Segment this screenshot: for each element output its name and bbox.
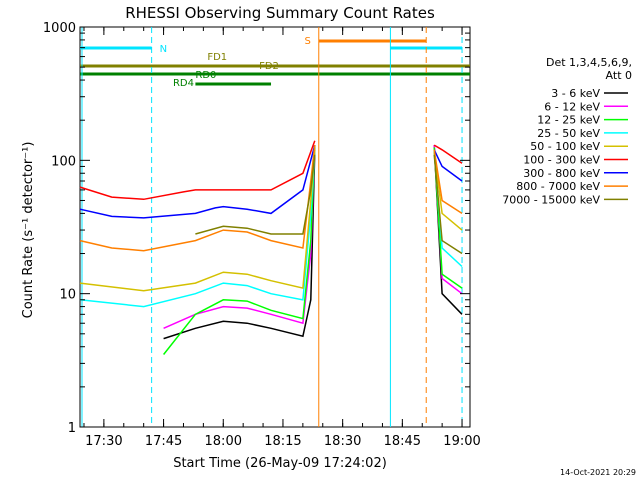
x-tick-label: 18:15 — [264, 434, 301, 449]
flag-label-rd0: RD0 — [195, 70, 216, 81]
series-line-6 — [433, 149, 463, 182]
series-line-8 — [433, 154, 463, 255]
flag-label-s: S — [304, 36, 310, 47]
y-axis: 1 10 100 1000 — [43, 21, 470, 436]
series-line-4 — [433, 152, 463, 231]
y-tick-label: 100 — [51, 154, 76, 169]
legend-entry-label: 50 - 100 keV — [530, 140, 600, 153]
vertical-markers — [81, 27, 463, 427]
series-line-5 — [79, 140, 316, 201]
flag-label-fd1: FD1 — [207, 52, 227, 63]
legend-entry-label: 300 - 800 keV — [523, 167, 600, 180]
legend-entry-label: 25 - 50 keV — [537, 127, 600, 140]
x-tick-label: 17:45 — [145, 434, 182, 449]
y-tick-label: 10 — [59, 288, 76, 303]
chart-title: RHESSI Observing Summary Count Rates — [125, 4, 435, 22]
y-tick-label: 1 — [68, 421, 76, 436]
flag-label-n: N — [160, 44, 167, 55]
legend-header-line-1: Det 1,3,4,5,6,9, — [546, 56, 632, 69]
legend-header-line-2: Att 0 — [606, 69, 632, 82]
x-axis-label: Start Time (26-May-09 17:24:02) — [173, 456, 387, 471]
legend-entry-label: 3 - 6 keV — [551, 87, 600, 100]
legend-entry-label: 100 - 300 keV — [523, 154, 600, 167]
x-axis: 17:30 17:45 18:00 18:15 18:30 18:45 19:00 — [83, 27, 481, 449]
x-tick-label: 18:00 — [205, 434, 242, 449]
x-tick-label: 19:00 — [443, 434, 480, 449]
series-line-3 — [79, 149, 316, 308]
legend-entry-label: 800 - 7000 keV — [516, 180, 600, 193]
legend-entry-label: 7000 - 15000 keV — [502, 193, 600, 206]
y-tick-label: 1000 — [43, 21, 76, 36]
series-line-0 — [163, 149, 316, 340]
legend-entry-label: 12 - 25 keV — [537, 114, 600, 127]
series-line-1 — [163, 145, 316, 329]
series-line-7 — [433, 149, 463, 215]
series-line-5 — [433, 144, 463, 164]
x-tick-label: 18:45 — [384, 434, 421, 449]
footer-date: 14-Oct-2021 20:29 — [560, 468, 636, 477]
series-line-8 — [195, 154, 316, 235]
plot-area — [79, 26, 471, 428]
x-tick-label: 18:30 — [324, 434, 361, 449]
series-line-2 — [163, 145, 316, 355]
x-tick-label: 17:30 — [85, 434, 122, 449]
flag-label-rd4: RD4 — [173, 78, 194, 89]
y-axis-label: Count Rate (s⁻¹ detector⁻¹) — [21, 142, 36, 319]
flag-label-fd2: FD2 — [259, 61, 279, 72]
series-line-6 — [79, 144, 316, 219]
series-line-4 — [79, 149, 316, 292]
legend-entry-label: 6 - 12 keV — [544, 100, 600, 113]
data-series — [79, 140, 463, 355]
